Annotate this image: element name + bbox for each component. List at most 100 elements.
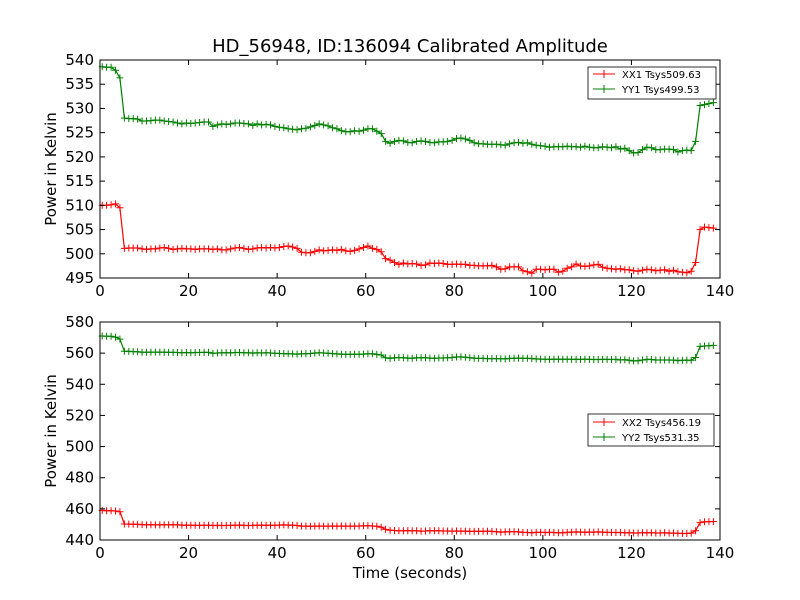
top-panel-series-0-point-77: [439, 260, 447, 267]
bottom-panel-x-tick-label-3: 60: [356, 544, 375, 562]
top-panel-series-0-point-59: [360, 244, 367, 251]
bottom-panel-series-0-point-4: [116, 508, 124, 516]
top-panel-series-1-point-3: [112, 66, 119, 74]
top-panel-series-0-point-135: [696, 226, 704, 234]
top-panel-y-tick-label-5: 520: [65, 148, 94, 166]
top-panel-series-1-point-24: [205, 118, 212, 126]
top-panel-series-0-point-102: [550, 265, 558, 273]
top-panel-series-0-point-62: [373, 245, 381, 253]
top-panel-series-lines: [98, 63, 717, 277]
top-panel-series-0-point-121: [634, 267, 642, 275]
top-panel-series-1-point-63: [377, 130, 385, 138]
bottom-panel-x-tick-label-0: 0: [95, 544, 105, 562]
top-panel-series-0-point-43: [289, 243, 297, 251]
top-panel-series-1-point-48: [311, 121, 319, 129]
x-axis-label: Time (seconds): [352, 564, 468, 582]
top-panel-series-1-point-16: [169, 118, 177, 126]
bottom-panel-y-tick-label-5: 540: [65, 375, 94, 393]
bottom-panel-series-1-point-118: [621, 356, 629, 364]
top-panel-series-1-point-97: [528, 140, 536, 148]
top-panel-legend-label-yy1: YY1 Tsys499.53: [621, 85, 700, 96]
bottom-panel-series-1-point-61: [368, 350, 376, 358]
top-panel-series-0-point-88: [488, 261, 496, 269]
top-panel-y-tick-label-2: 505: [65, 221, 94, 239]
top-panel-series-1-point-137: [705, 100, 713, 108]
bottom-panel-series-1-point-2: [107, 332, 115, 340]
bottom-panel-series-1-point-62: [373, 350, 381, 358]
top-panel-series-1-point-84: [470, 139, 478, 147]
bottom-panel-series-1-point-119: [625, 356, 633, 364]
bottom-panel-legend-label-xx2: XX2 Tsys456.19: [622, 418, 701, 429]
bottom-panel-series-lines: [98, 332, 717, 537]
top-panel-series-0-point-112: [594, 260, 602, 268]
top-panel-series-0-point-64: [382, 255, 390, 263]
bottom-panel-ticks: 0 20 40 60 80 100 120 140 440 460 480 500 520 540 560 5…: [65, 313, 734, 562]
top-panel-series-1-point-26: [213, 121, 221, 129]
bottom-panel-x-tick-label-6: 120: [617, 544, 646, 562]
top-panel-series-1-point-83: [466, 136, 474, 144]
bottom-panel-legend: XX2 Tsys456.19 YY2 Tsys531.35: [587, 413, 715, 447]
top-panel-series-0-point-122: [639, 266, 646, 274]
top-panel-series-0-point-106: [568, 263, 576, 271]
top-panel-series-1-point-134: [692, 137, 700, 145]
top-panel-series-1-point-38: [267, 121, 274, 129]
top-panel-series-0-point-44: [293, 244, 301, 252]
top-panel-series-1-point-47: [306, 123, 314, 131]
top-panel-series-0-point-68: [399, 259, 407, 267]
top-panel-y-tick-label-9: 540: [65, 51, 94, 69]
top-panel-legend: XX1 Tsys509.63 YY1 Tsys499.53: [587, 66, 717, 100]
top-panel-series-1-point-50: [320, 121, 328, 129]
top-panel-series-1-point-96: [523, 139, 531, 147]
top-panel-series-1-point-78: [444, 137, 452, 145]
top-panel-series-0-point-15: [165, 244, 173, 252]
top-panel-series-0-point-82: [461, 260, 469, 268]
bottom-panel-frame: [99, 321, 721, 541]
top-panel-series-1-point-68: [399, 137, 407, 145]
bottom-panel-y-axis-label: Power in Kelvin: [42, 374, 60, 488]
top-panel-series-1-point-124: [647, 144, 655, 152]
bottom-panel-series-0-point-64: [382, 525, 390, 533]
bottom-panel-series-1-point-63: [377, 351, 385, 359]
top-panel-x-tick-label-6: 120: [617, 282, 646, 300]
top-panel-x-tick-label-5: 100: [529, 282, 558, 300]
top-panel-series-1-point-94: [515, 138, 522, 146]
top-panel-series-0-point-31: [236, 244, 243, 251]
top-panel-series-0-point-117: [616, 265, 624, 273]
bottom-panel-series-1-point-134: [692, 354, 700, 361]
top-panel-series-1-point-115: [608, 144, 615, 152]
bottom-panel-y-tick-label-3: 500: [65, 438, 94, 456]
bottom-panel-series-0-point-44: [293, 522, 301, 529]
top-panel-series-1-point-121: [634, 149, 642, 156]
top-panel-series-1-point-117: [616, 145, 624, 153]
top-panel-series-1-point-75: [430, 139, 438, 147]
top-panel-y-tick-label-0: 495: [65, 269, 94, 287]
top-panel-series-0-point-119: [625, 266, 633, 274]
top-panel-series-0-point-28: [222, 246, 230, 254]
top-panel-series-0-point-65: [386, 256, 394, 264]
bottom-panel-series-1-point-122: [639, 356, 646, 364]
top-panel-series-0-point-110: [585, 262, 593, 270]
top-panel-series-1-point-56: [346, 128, 354, 136]
bottom-panel-series-0-point-62: [373, 522, 381, 530]
top-panel-series-1-point-81: [457, 134, 465, 142]
top-panel-series-0-point-67: [395, 260, 403, 268]
top-panel-series-1-point-66: [391, 137, 398, 145]
bottom-panel-x-tick-label-4: 80: [445, 544, 464, 562]
top-panel-series-1-point-51: [324, 122, 332, 130]
top-panel-series-0-point-132: [683, 269, 691, 277]
top-panel-series-0-point-14: [160, 244, 168, 251]
top-panel-series-1-point-108: [577, 143, 584, 151]
top-panel-series-0-point-34: [249, 245, 257, 253]
top-panel-y-tick-label-7: 530: [65, 99, 94, 117]
top-panel-series-0-point-97: [528, 269, 536, 277]
bottom-panel-series-0-point-135: [696, 519, 704, 527]
top-panel-series-0-point-133: [687, 267, 695, 275]
top-panel-series-1-point-49: [315, 120, 323, 128]
top-panel-series-0-point-71: [413, 260, 421, 268]
top-panel-y-tick-label-8: 535: [65, 75, 94, 93]
top-panel-series-1-point-70: [408, 139, 416, 147]
top-panel-series-1-point-44: [293, 126, 301, 134]
top-panel-series-0-point-60: [364, 242, 372, 250]
top-panel-y-tick-label-6: 525: [65, 124, 94, 142]
